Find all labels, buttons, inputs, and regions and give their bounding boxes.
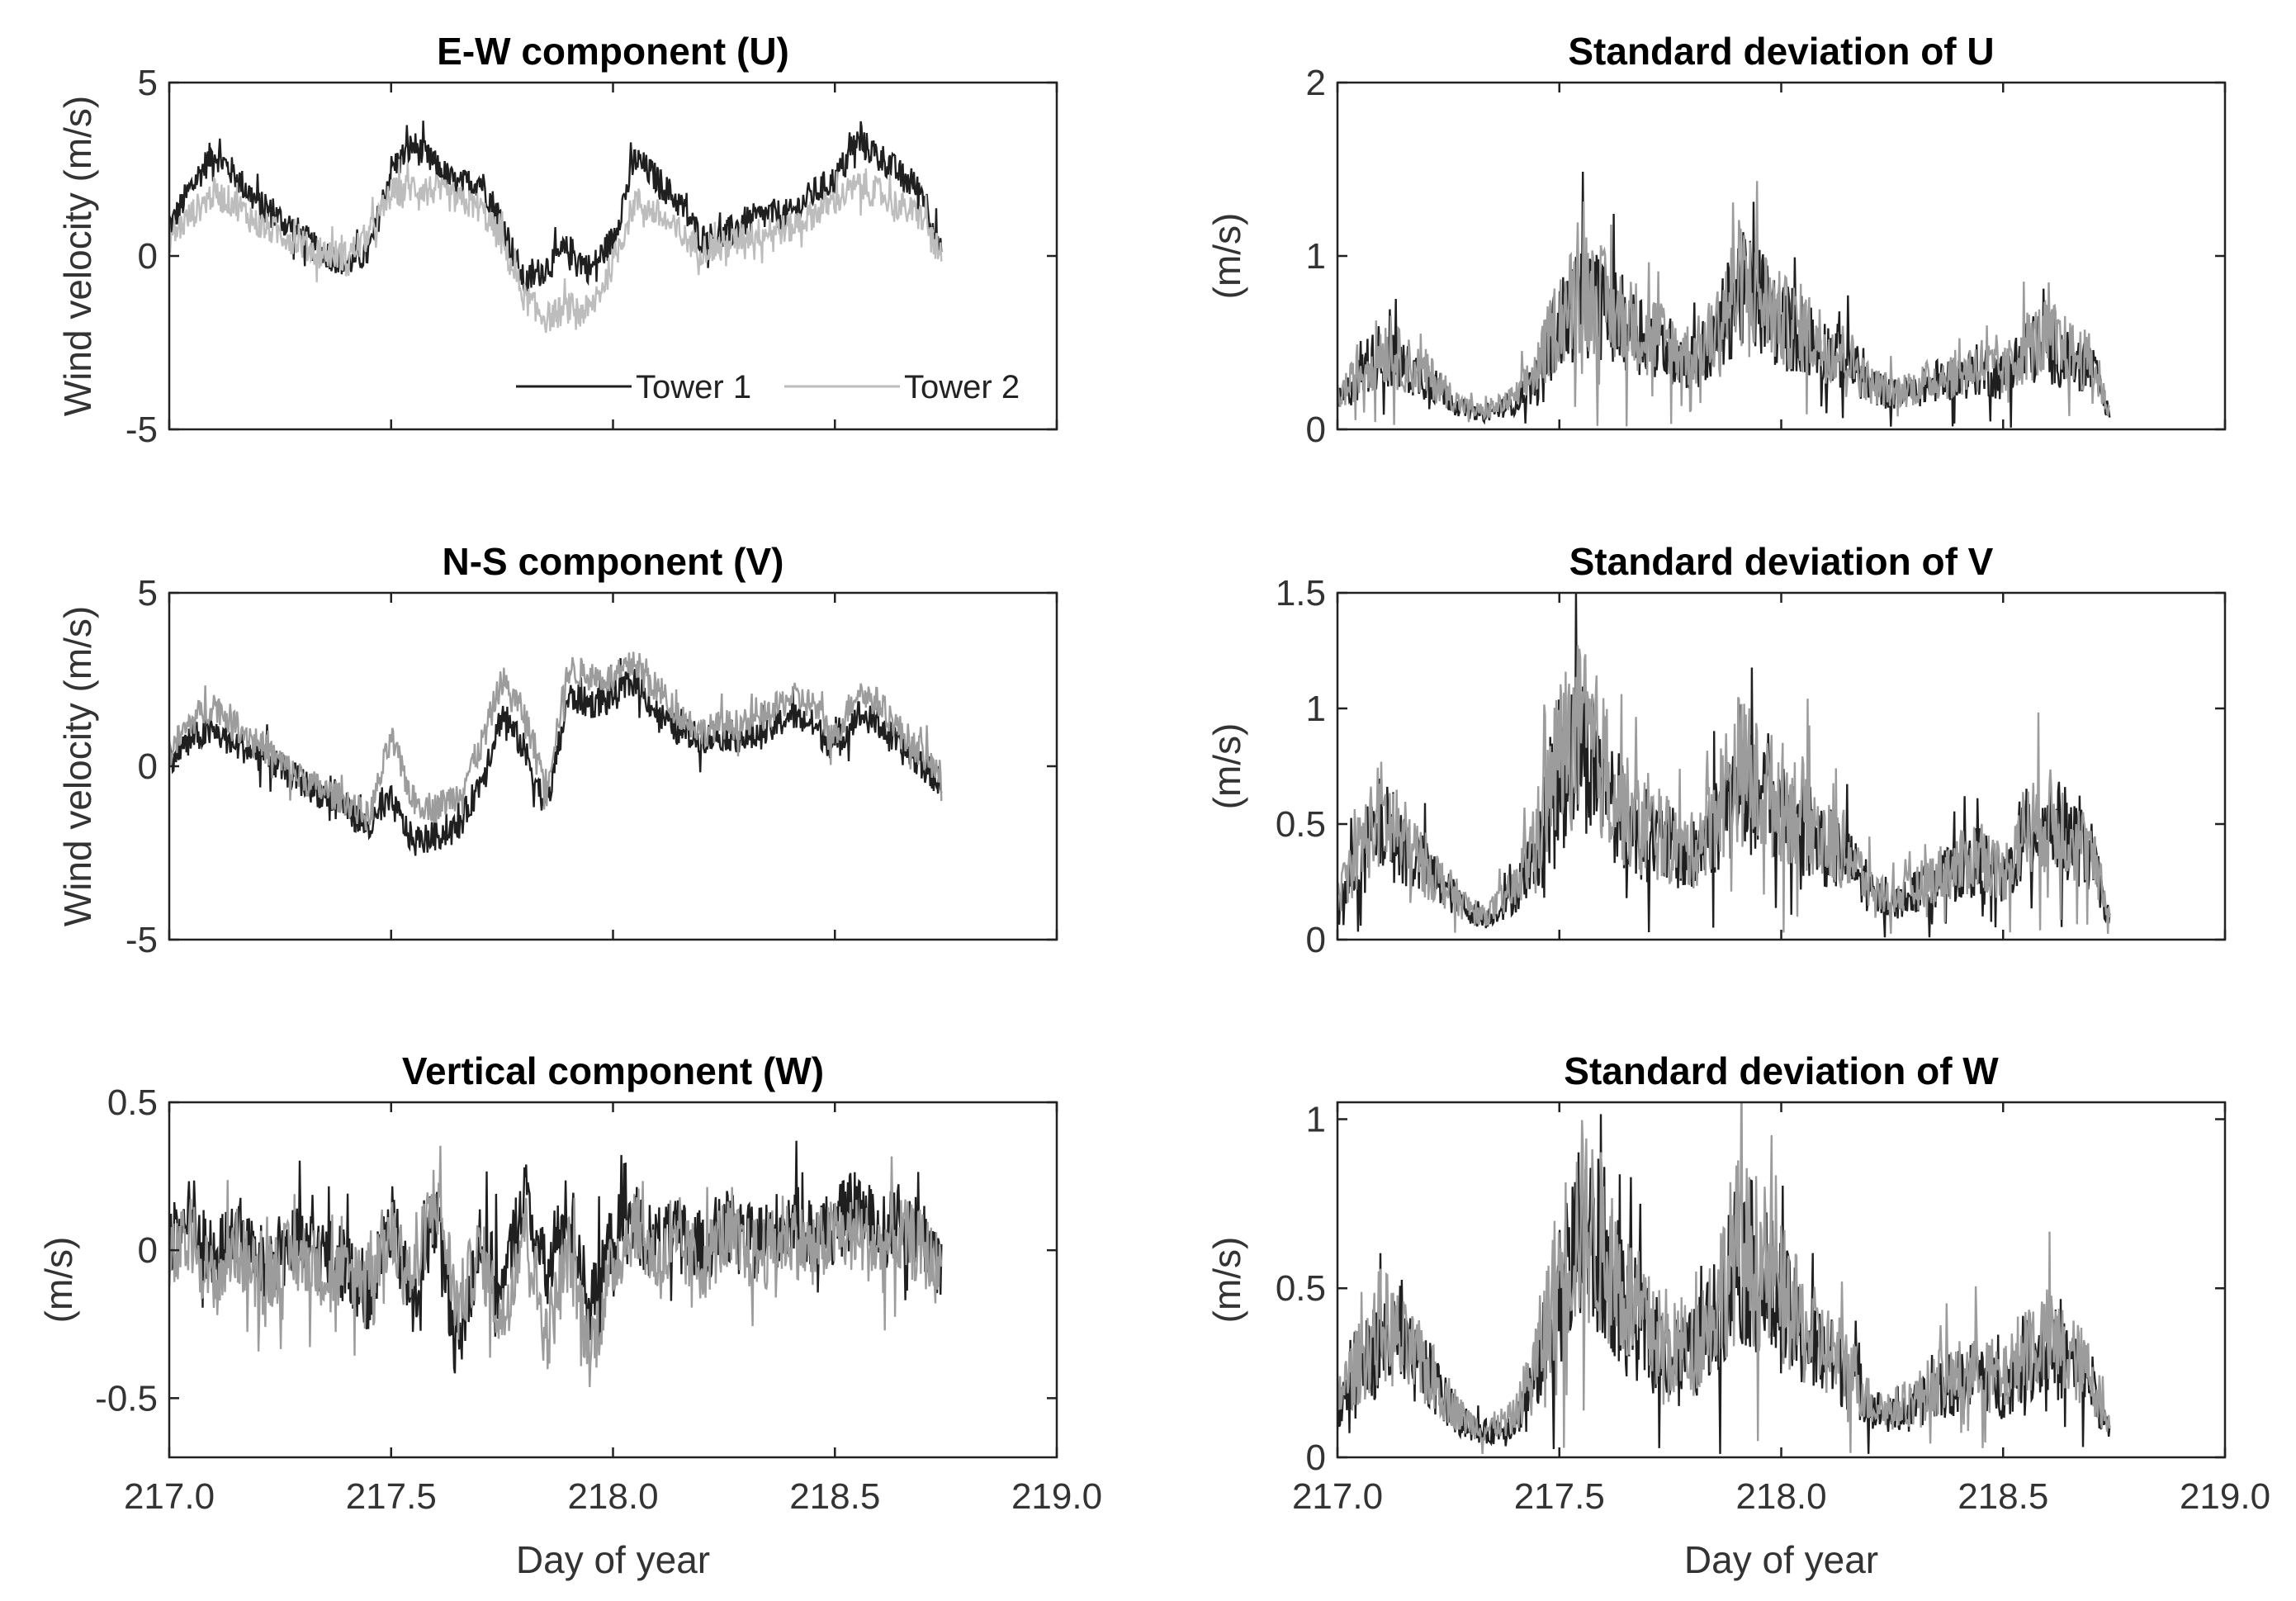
y-tick-label: 0.5: [1276, 1268, 1326, 1309]
legend-label: Tower 1: [636, 369, 751, 405]
x-tick-label: 218.0: [567, 1476, 658, 1517]
y-tick-label: 0: [1306, 1438, 1326, 1478]
panel-title: Standard deviation of U: [1568, 30, 1994, 73]
y-tick-label: 1: [1306, 236, 1326, 277]
x-tick-label: 217.5: [1514, 1476, 1605, 1517]
x-tick-label: 218.0: [1735, 1476, 1826, 1517]
y-tick-label: 0: [138, 746, 158, 787]
y-tick-label: 0: [1306, 410, 1326, 450]
x-axis-label: Day of year: [1684, 1538, 1878, 1581]
series-line-tower-2: [1337, 181, 2111, 427]
panel-u: -5 0 5 E-W component (U) Wind velocity (m/s)…: [56, 30, 1058, 450]
y-tick-label: -0.5: [95, 1378, 158, 1419]
panel-sw: 217.0 217.5 218.0 218.5 219.0 0 0.5 1 Standard d…: [1205, 1049, 2270, 1581]
series-line-tower-2: [169, 651, 943, 831]
y-axis-label: Wind velocity (m/s): [56, 96, 99, 416]
y-tick-label: 0: [138, 236, 158, 277]
panel-title: Standard deviation of V: [1569, 540, 1994, 583]
y-tick-label: 0.5: [107, 1082, 158, 1123]
series-line-tower-2: [1337, 645, 2111, 934]
y-tick-label: -5: [125, 920, 158, 960]
panel-title: N-S component (V): [443, 540, 784, 583]
x-axis-label: Day of year: [516, 1538, 710, 1581]
panel-su: 0 1 2 Standard deviation of U (m/s): [1205, 30, 2227, 450]
y-axis-label: (m/s): [1205, 723, 1248, 810]
y-tick-label: 1: [1306, 1099, 1326, 1139]
x-tick-label: 219.0: [1011, 1476, 1102, 1517]
y-tick-label: 5: [138, 63, 158, 103]
y-tick-label: 1.5: [1276, 573, 1326, 613]
y-tick-label: 2: [1306, 63, 1326, 103]
panel-sv: 0 0.5 1 1.5 Standard deviation of V (m/s): [1205, 540, 2227, 960]
panel-v: -5 0 5 N-S component (V) Wind velocity (m/s): [56, 540, 1058, 960]
panel-title: Standard deviation of W: [1564, 1049, 1999, 1092]
y-axis-label: (m/s): [1205, 213, 1248, 300]
x-tick-label: 217.5: [346, 1476, 437, 1517]
y-tick-label: -5: [125, 410, 158, 450]
panel-title: E-W component (U): [437, 30, 789, 73]
panel-w: 217.0 217.5 218.0 218.5 219.0 -0.5 0 0.5 Vertica…: [37, 1049, 1102, 1581]
panel-title: Vertical component (W): [402, 1049, 824, 1092]
series-line-tower-2: [169, 159, 943, 334]
y-axis-label: Wind velocity (m/s): [56, 606, 99, 926]
x-tick-label: 218.5: [789, 1476, 880, 1517]
x-tick-label: 219.0: [2180, 1476, 2270, 1517]
y-axis-label: (m/s): [1205, 1237, 1248, 1324]
legend-label: Tower 2: [904, 369, 1020, 405]
series-line-tower-1: [169, 658, 943, 856]
series-line-tower-2: [169, 1145, 943, 1387]
y-tick-label: 0.5: [1276, 804, 1326, 845]
series-line-tower-1: [169, 121, 943, 293]
y-tick-label: 0: [138, 1230, 158, 1271]
series-line-tower-2: [1337, 1102, 2111, 1454]
x-tick-label: 218.5: [1958, 1476, 2048, 1517]
x-tick-label: 217.0: [1292, 1476, 1383, 1517]
x-tick-label: 217.0: [124, 1476, 215, 1517]
y-tick-label: 1: [1306, 689, 1326, 729]
y-tick-label: 0: [1306, 920, 1326, 960]
y-tick-label: 5: [138, 573, 158, 613]
y-axis-label: (m/s): [37, 1237, 80, 1324]
